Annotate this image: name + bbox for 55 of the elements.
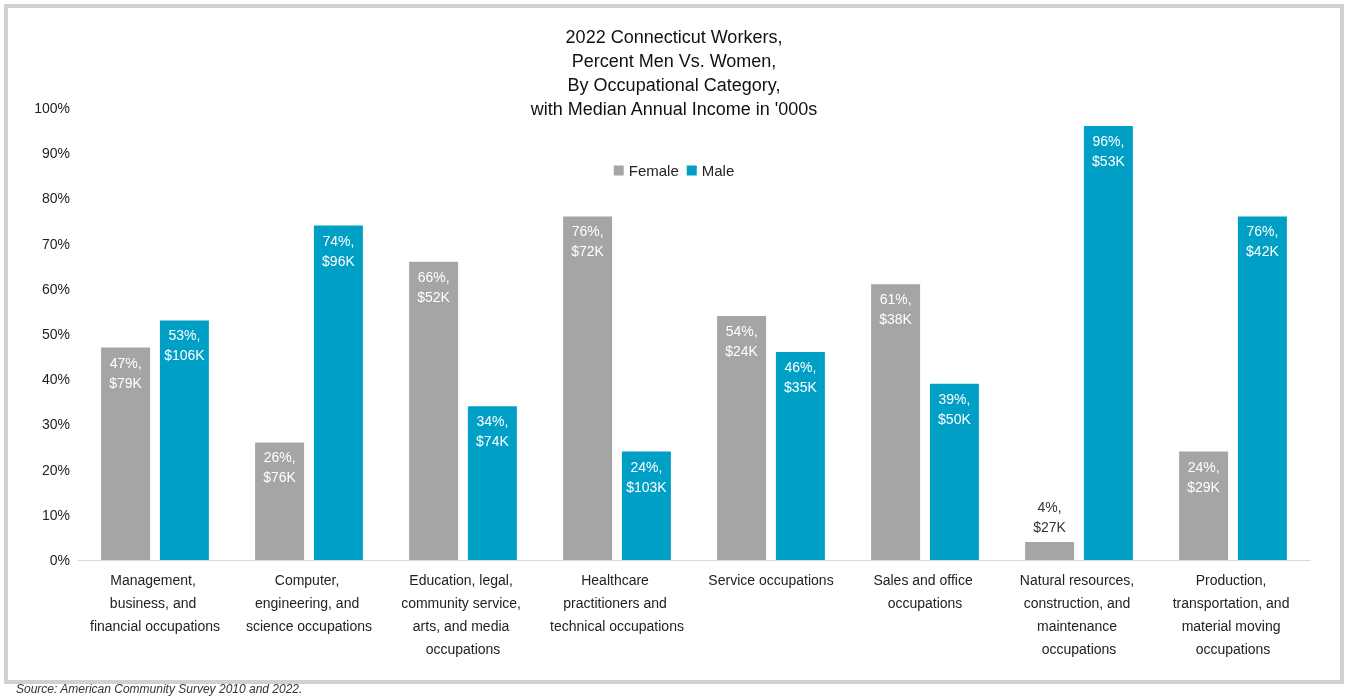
bar <box>621 451 671 560</box>
x-tick-label: Education, legal, community service, arts, and media occupations <box>401 571 525 657</box>
bar <box>313 225 363 560</box>
x-tick-label: Service occupations <box>708 571 834 588</box>
data-label: 4%, $27K <box>1033 498 1067 535</box>
y-tick-label: 40% <box>41 371 70 388</box>
y-tick-label: 90% <box>41 145 70 162</box>
y-tick-label: 70% <box>41 235 70 252</box>
y-tick-label: 100% <box>34 100 70 116</box>
x-tick-label: Management, business, and financial occupations <box>90 571 220 634</box>
source-note: Source: American Community Survey 2010 and 2022. <box>16 682 303 696</box>
bar <box>871 284 921 560</box>
y-tick-label: 60% <box>41 280 70 297</box>
y-tick-label: 20% <box>41 461 70 478</box>
bar <box>775 352 825 560</box>
bar <box>101 347 151 560</box>
data-label: 66%, $52K <box>417 268 451 305</box>
bar <box>929 383 979 560</box>
data-label: 24%, $29K <box>1187 458 1221 495</box>
x-tick-label: Natural resources, construction, and maintenance occupations <box>1019 571 1139 657</box>
x-tick-label: Healthcare practitioners and technical occupations <box>550 571 684 634</box>
data-label: 46%, $35K <box>784 359 818 396</box>
data-label: 34%, $74K <box>476 413 510 450</box>
bar <box>409 261 459 560</box>
legend-label: Female <box>628 162 679 179</box>
bar <box>467 406 517 560</box>
bar <box>255 442 305 560</box>
data-label: 76%, $42K <box>1246 223 1280 260</box>
data-label: 47%, $79K <box>109 354 143 391</box>
x-tick-label: Production, transportation, and material moving occupations <box>1172 571 1294 657</box>
y-tick-label: 10% <box>41 506 70 523</box>
x-tick-label: Computer, engineering, and science occupations <box>245 571 373 634</box>
bar <box>1083 126 1133 560</box>
bar <box>1179 451 1229 560</box>
data-label: 76%, $72K <box>571 223 605 260</box>
data-label: 96%, $53K <box>1092 133 1126 170</box>
y-tick-label: 50% <box>41 326 70 342</box>
y-tick-label: 80% <box>41 190 70 207</box>
data-label: 53%, $106K <box>164 327 206 364</box>
bar <box>1237 216 1287 560</box>
data-label: 26%, $76K <box>263 449 297 486</box>
data-label: 61%, $38K <box>879 291 913 328</box>
legend-label: Male <box>701 162 735 179</box>
bar <box>717 315 767 560</box>
chart-title: 2022 Connecticut Workers, Percent Men Vs. Women, By Occupational Category, with Median Annual Income in '000s <box>529 27 818 119</box>
data-label: 24%, $103K <box>626 458 668 495</box>
bar <box>1025 541 1075 560</box>
data-label: 54%, $24K <box>725 322 759 359</box>
data-label: 74%, $96K <box>322 232 356 269</box>
data-label: 39%, $50K <box>938 390 972 427</box>
y-tick-label: 0% <box>49 552 70 568</box>
x-tick-label: Sales and office occupations <box>873 571 977 611</box>
y-tick-label: 30% <box>41 416 70 433</box>
bar <box>159 320 209 560</box>
bar <box>563 216 613 560</box>
